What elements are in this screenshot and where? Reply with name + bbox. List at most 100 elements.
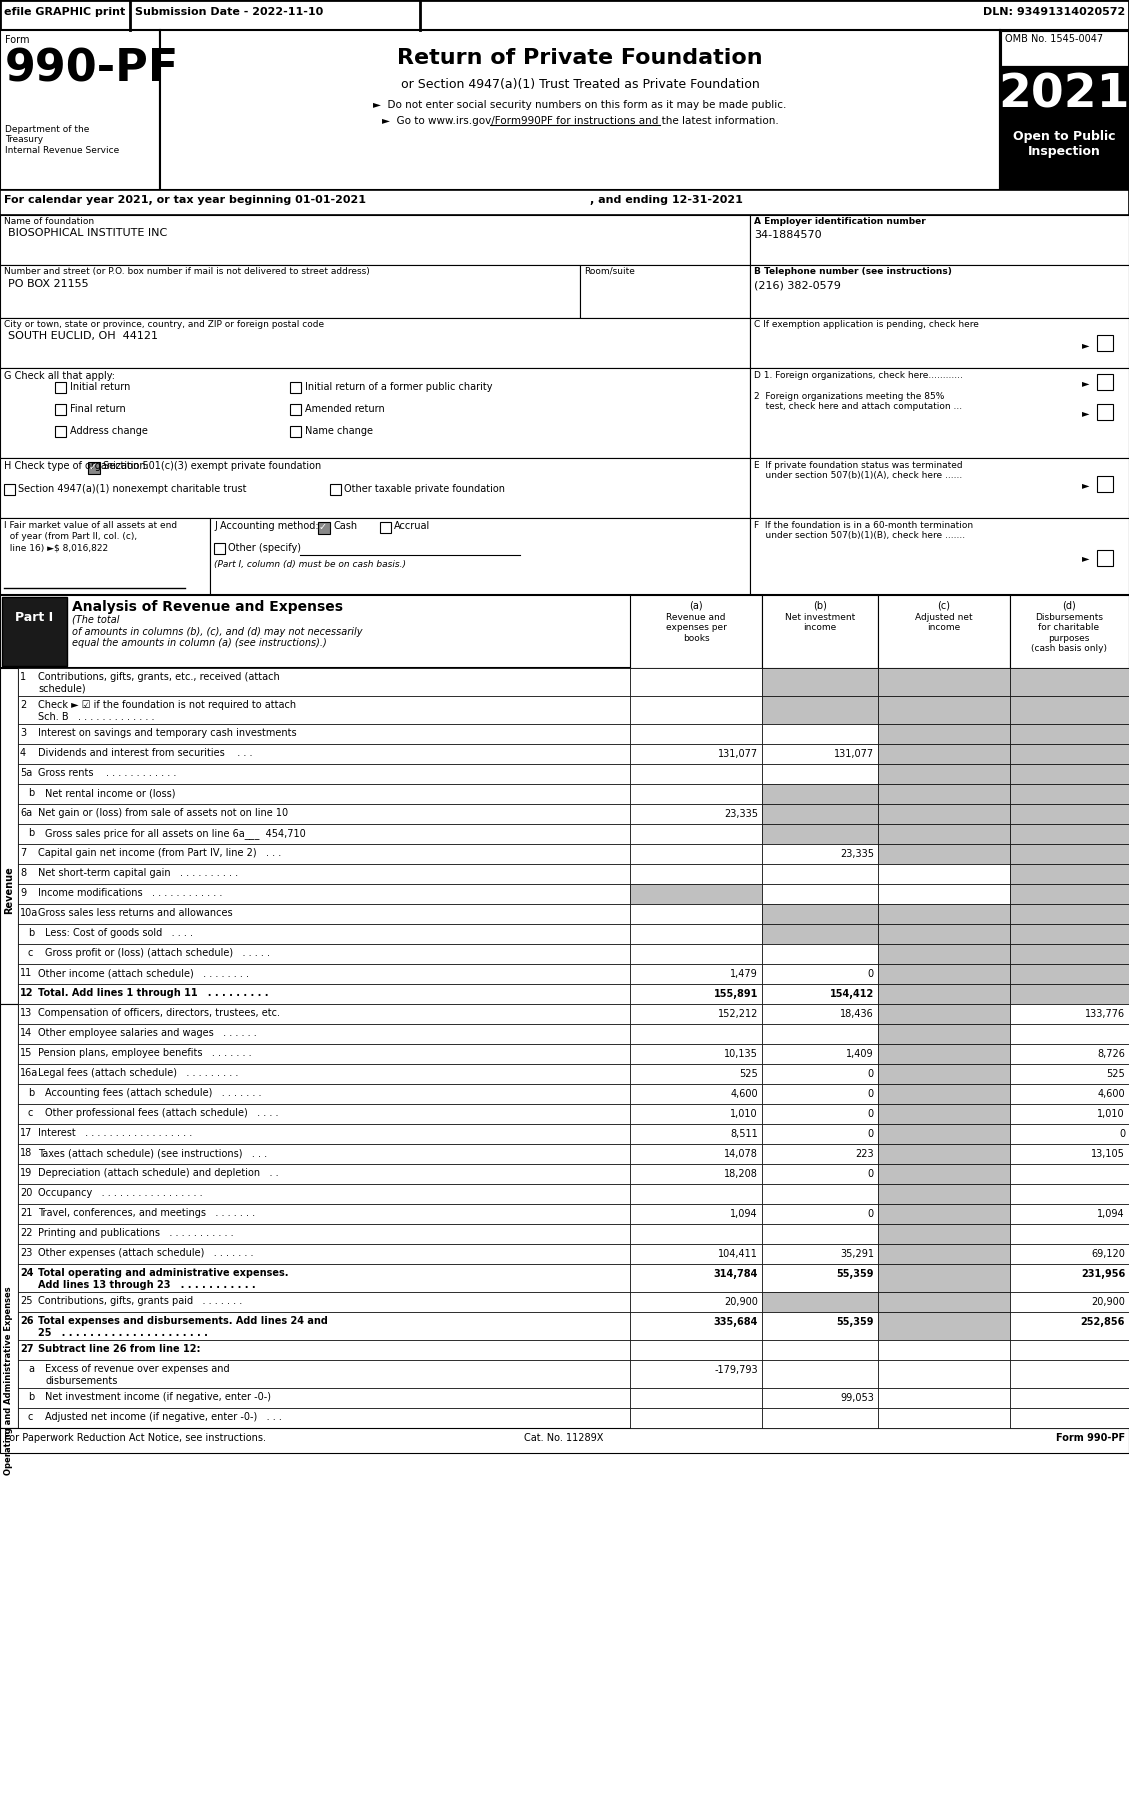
Text: Name change: Name change — [305, 426, 373, 435]
Text: Operating and Administrative Expenses: Operating and Administrative Expenses — [5, 1286, 14, 1474]
Text: Net short-term capital gain   . . . . . . . . . .: Net short-term capital gain . . . . . . … — [38, 868, 238, 877]
Bar — [878, 843, 1010, 865]
Bar — [878, 1045, 1010, 1064]
Bar — [18, 984, 630, 1003]
Text: DLN: 93491314020572: DLN: 93491314020572 — [982, 7, 1124, 16]
Text: 1,094: 1,094 — [730, 1208, 758, 1219]
Bar — [762, 1144, 878, 1163]
Bar — [0, 518, 210, 595]
Bar — [1010, 725, 1129, 744]
Bar — [878, 1003, 1010, 1025]
Bar — [18, 1244, 630, 1264]
Text: Excess of revenue over expenses and
disbursements: Excess of revenue over expenses and disb… — [45, 1365, 229, 1386]
Bar — [18, 904, 630, 924]
Text: (216) 382-0579: (216) 382-0579 — [754, 280, 841, 289]
Bar — [878, 696, 1010, 725]
Text: 22: 22 — [20, 1228, 33, 1239]
Bar — [762, 744, 878, 764]
Text: Revenue and
expenses per
books: Revenue and expenses per books — [666, 613, 726, 644]
Text: ►  Go to www.irs.gov/Form990PF for instructions and the latest information.: ► Go to www.irs.gov/Form990PF for instru… — [382, 117, 778, 126]
Bar — [878, 1340, 1010, 1359]
Text: Contributions, gifts, grants, etc., received (attach
schedule): Contributions, gifts, grants, etc., rece… — [38, 672, 280, 694]
Text: 10a: 10a — [20, 908, 38, 919]
Bar — [762, 804, 878, 823]
Text: Other employee salaries and wages   . . . . . .: Other employee salaries and wages . . . … — [38, 1028, 256, 1037]
Bar — [750, 216, 1129, 264]
Text: Name of foundation: Name of foundation — [5, 218, 94, 227]
Bar — [878, 1185, 1010, 1205]
Bar — [762, 669, 878, 696]
Text: Travel, conferences, and meetings   . . . . . . .: Travel, conferences, and meetings . . . … — [38, 1208, 255, 1217]
Bar — [1010, 744, 1129, 764]
Bar — [1010, 984, 1129, 1003]
Text: Open to Public
Inspection: Open to Public Inspection — [1013, 129, 1115, 158]
Bar — [762, 1224, 878, 1244]
Text: 0: 0 — [868, 1169, 874, 1179]
Bar — [630, 804, 762, 823]
Text: 18: 18 — [20, 1147, 33, 1158]
Text: Check ► ☑ if the foundation is not required to attach
Sch. B   . . . . . . . . .: Check ► ☑ if the foundation is not requi… — [38, 699, 296, 721]
Text: 20: 20 — [20, 1188, 33, 1197]
Bar — [0, 191, 1129, 216]
Bar — [630, 1293, 762, 1313]
Text: , and ending 12-31-2021: , and ending 12-31-2021 — [590, 194, 743, 205]
Bar — [0, 1003, 18, 1428]
Text: (a): (a) — [689, 601, 703, 610]
Bar — [18, 1163, 630, 1185]
Text: line 16) ►$ 8,016,822: line 16) ►$ 8,016,822 — [5, 543, 108, 552]
Text: 314,784: 314,784 — [714, 1269, 758, 1278]
Bar — [878, 1408, 1010, 1428]
Text: 6a: 6a — [20, 807, 32, 818]
Bar — [630, 984, 762, 1003]
Bar — [160, 31, 1000, 191]
Text: Adjusted net
income: Adjusted net income — [916, 613, 973, 633]
Bar — [55, 426, 65, 437]
Text: Other (specify): Other (specify) — [228, 543, 301, 554]
Text: 19: 19 — [20, 1169, 33, 1178]
Bar — [878, 1313, 1010, 1340]
Text: Total expenses and disbursements. Add lines 24 and
25   . . . . . . . . . . . . : Total expenses and disbursements. Add li… — [38, 1316, 327, 1338]
Bar — [878, 744, 1010, 764]
Text: OMB No. 1545-0047: OMB No. 1545-0047 — [1005, 34, 1103, 43]
Bar — [750, 318, 1129, 369]
Text: 0: 0 — [868, 1208, 874, 1219]
Bar — [878, 725, 1010, 744]
Text: Other expenses (attach schedule)   . . . . . . .: Other expenses (attach schedule) . . . .… — [38, 1248, 254, 1259]
Bar — [18, 944, 630, 964]
Bar — [18, 1340, 630, 1359]
Bar — [630, 823, 762, 843]
Text: 131,077: 131,077 — [834, 750, 874, 759]
Bar — [580, 264, 750, 318]
Bar — [878, 924, 1010, 944]
Bar — [878, 1244, 1010, 1264]
Bar — [630, 1163, 762, 1185]
Text: Net investment
income: Net investment income — [785, 613, 855, 633]
Bar — [18, 1064, 630, 1084]
Bar — [878, 885, 1010, 904]
Bar — [878, 1293, 1010, 1313]
Bar — [18, 725, 630, 744]
Bar — [878, 1163, 1010, 1185]
Text: c: c — [28, 1108, 34, 1118]
Bar — [762, 1045, 878, 1064]
Text: F  If the foundation is in a 60-month termination
    under section 507(b)(1)(B): F If the foundation is in a 60-month ter… — [754, 521, 973, 541]
Bar — [630, 1244, 762, 1264]
Text: Other income (attach schedule)   . . . . . . . .: Other income (attach schedule) . . . . .… — [38, 967, 250, 978]
Bar — [750, 518, 1129, 595]
Text: b: b — [28, 829, 34, 838]
Bar — [1010, 1244, 1129, 1264]
Bar — [1010, 1003, 1129, 1025]
Bar — [1010, 865, 1129, 885]
Text: Occupancy   . . . . . . . . . . . . . . . . .: Occupancy . . . . . . . . . . . . . . . … — [38, 1188, 202, 1197]
Text: ✓: ✓ — [320, 521, 327, 532]
Bar — [330, 484, 341, 494]
Text: 55,359: 55,359 — [837, 1316, 874, 1327]
Bar — [878, 1144, 1010, 1163]
Text: 55,359: 55,359 — [837, 1269, 874, 1278]
Text: 11: 11 — [20, 967, 33, 978]
Bar — [1010, 1359, 1129, 1388]
Bar — [18, 1224, 630, 1244]
Text: 25: 25 — [20, 1296, 33, 1305]
Bar — [18, 885, 630, 904]
Text: 7: 7 — [20, 849, 26, 858]
